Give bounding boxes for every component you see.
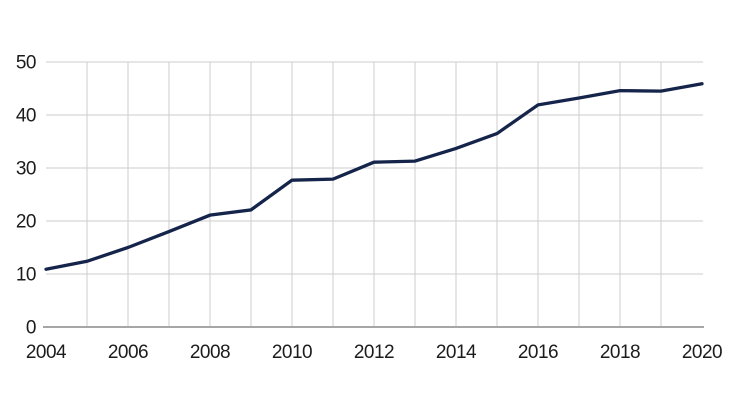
- x-tick-label: 2004: [26, 342, 67, 363]
- y-tick-label: 50: [16, 53, 36, 74]
- y-tick-label: 20: [16, 212, 36, 233]
- x-tick-label: 2020: [682, 342, 722, 363]
- y-tick-label: 10: [16, 265, 36, 286]
- y-tick-label: 40: [16, 106, 36, 127]
- y-tick-label: 30: [16, 159, 36, 180]
- x-tick-label: 2012: [354, 342, 394, 363]
- y-tick-label: 0: [26, 318, 36, 339]
- data-line: [44, 82, 704, 271]
- x-tick-label: 2008: [190, 342, 230, 363]
- x-tick-label: 2010: [272, 342, 312, 363]
- x-tick-label: 2006: [108, 342, 148, 363]
- x-tick-label: 2014: [436, 342, 477, 363]
- x-tick-label: 2016: [518, 342, 558, 363]
- x-tick-label: 2018: [600, 342, 640, 363]
